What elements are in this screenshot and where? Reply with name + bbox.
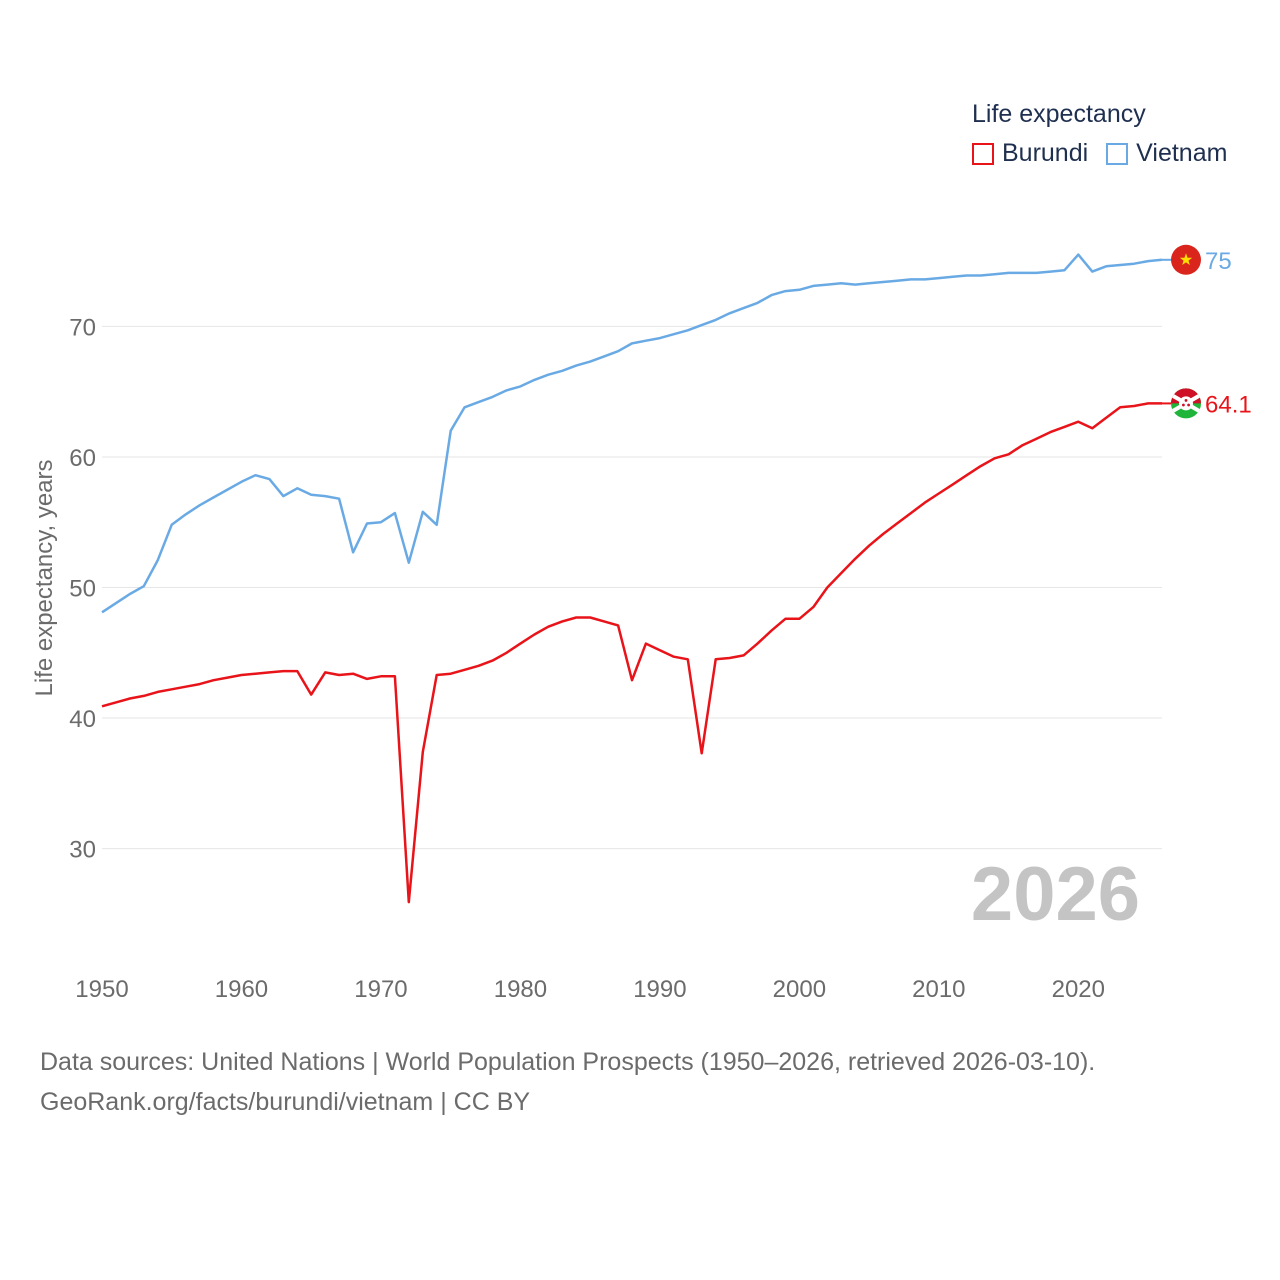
x-tick-label: 2000 (773, 976, 826, 1003)
legend-item-vietnam[interactable]: Vietnam (1106, 139, 1227, 168)
grid-lines (102, 325, 1162, 850)
series-lines (101, 253, 1163, 904)
x-tick-label: 2010 (912, 976, 965, 1003)
legend-swatch-burundi (972, 142, 994, 165)
burundi-flag-icon (1171, 388, 1201, 419)
legend-title: Life expectancy (972, 100, 1146, 128)
end-value-label-vietnam: 75 (1205, 248, 1232, 275)
x-tick-label: 1960 (215, 976, 268, 1003)
legend-label-burundi: Burundi (1002, 139, 1089, 167)
y-axis-label: Life expectancy, years (31, 459, 58, 696)
source-note: Data sources: United Nations | World Pop… (40, 1042, 1095, 1122)
y-tick-label: 50 (69, 576, 96, 603)
y-tick-label: 30 (69, 837, 96, 864)
x-tick-label: 1990 (633, 976, 686, 1003)
series-line-burundi[interactable] (101, 402, 1162, 904)
x-axis-ticks: 1950 1960 1970 1980 1990 2000 2010 2020 (75, 976, 1105, 1003)
end-value-label-burundi: 64.1 (1205, 391, 1252, 418)
legend-item-burundi[interactable]: Burundi (972, 139, 1088, 168)
source-line-1: Data sources: United Nations | World Pop… (40, 1048, 1096, 1076)
y-axis-ticks: 30 40 50 60 70 (69, 314, 96, 863)
y-tick-label: 40 (69, 706, 96, 733)
x-tick-label: 1980 (494, 976, 547, 1003)
year-watermark: 2026 (971, 852, 1140, 937)
x-tick-label: 2020 (1052, 976, 1105, 1003)
x-tick-label: 1950 (75, 976, 128, 1003)
legend-swatch-vietnam (1106, 142, 1129, 165)
legend-label-vietnam: Vietnam (1136, 139, 1228, 167)
y-tick-label: 60 (69, 445, 96, 472)
legend: Life expectancy Burundi Vietnam (972, 100, 1245, 168)
vietnam-flag-icon (1171, 244, 1201, 275)
series-end-markers: 64.1 75 (1162, 244, 1252, 419)
source-line-2[interactable]: GeoRank.org/facts/burundi/vietnam | CC B… (40, 1088, 531, 1116)
series-line-vietnam[interactable] (101, 253, 1163, 614)
x-tick-label: 1970 (354, 976, 407, 1003)
y-tick-label: 70 (69, 314, 96, 341)
